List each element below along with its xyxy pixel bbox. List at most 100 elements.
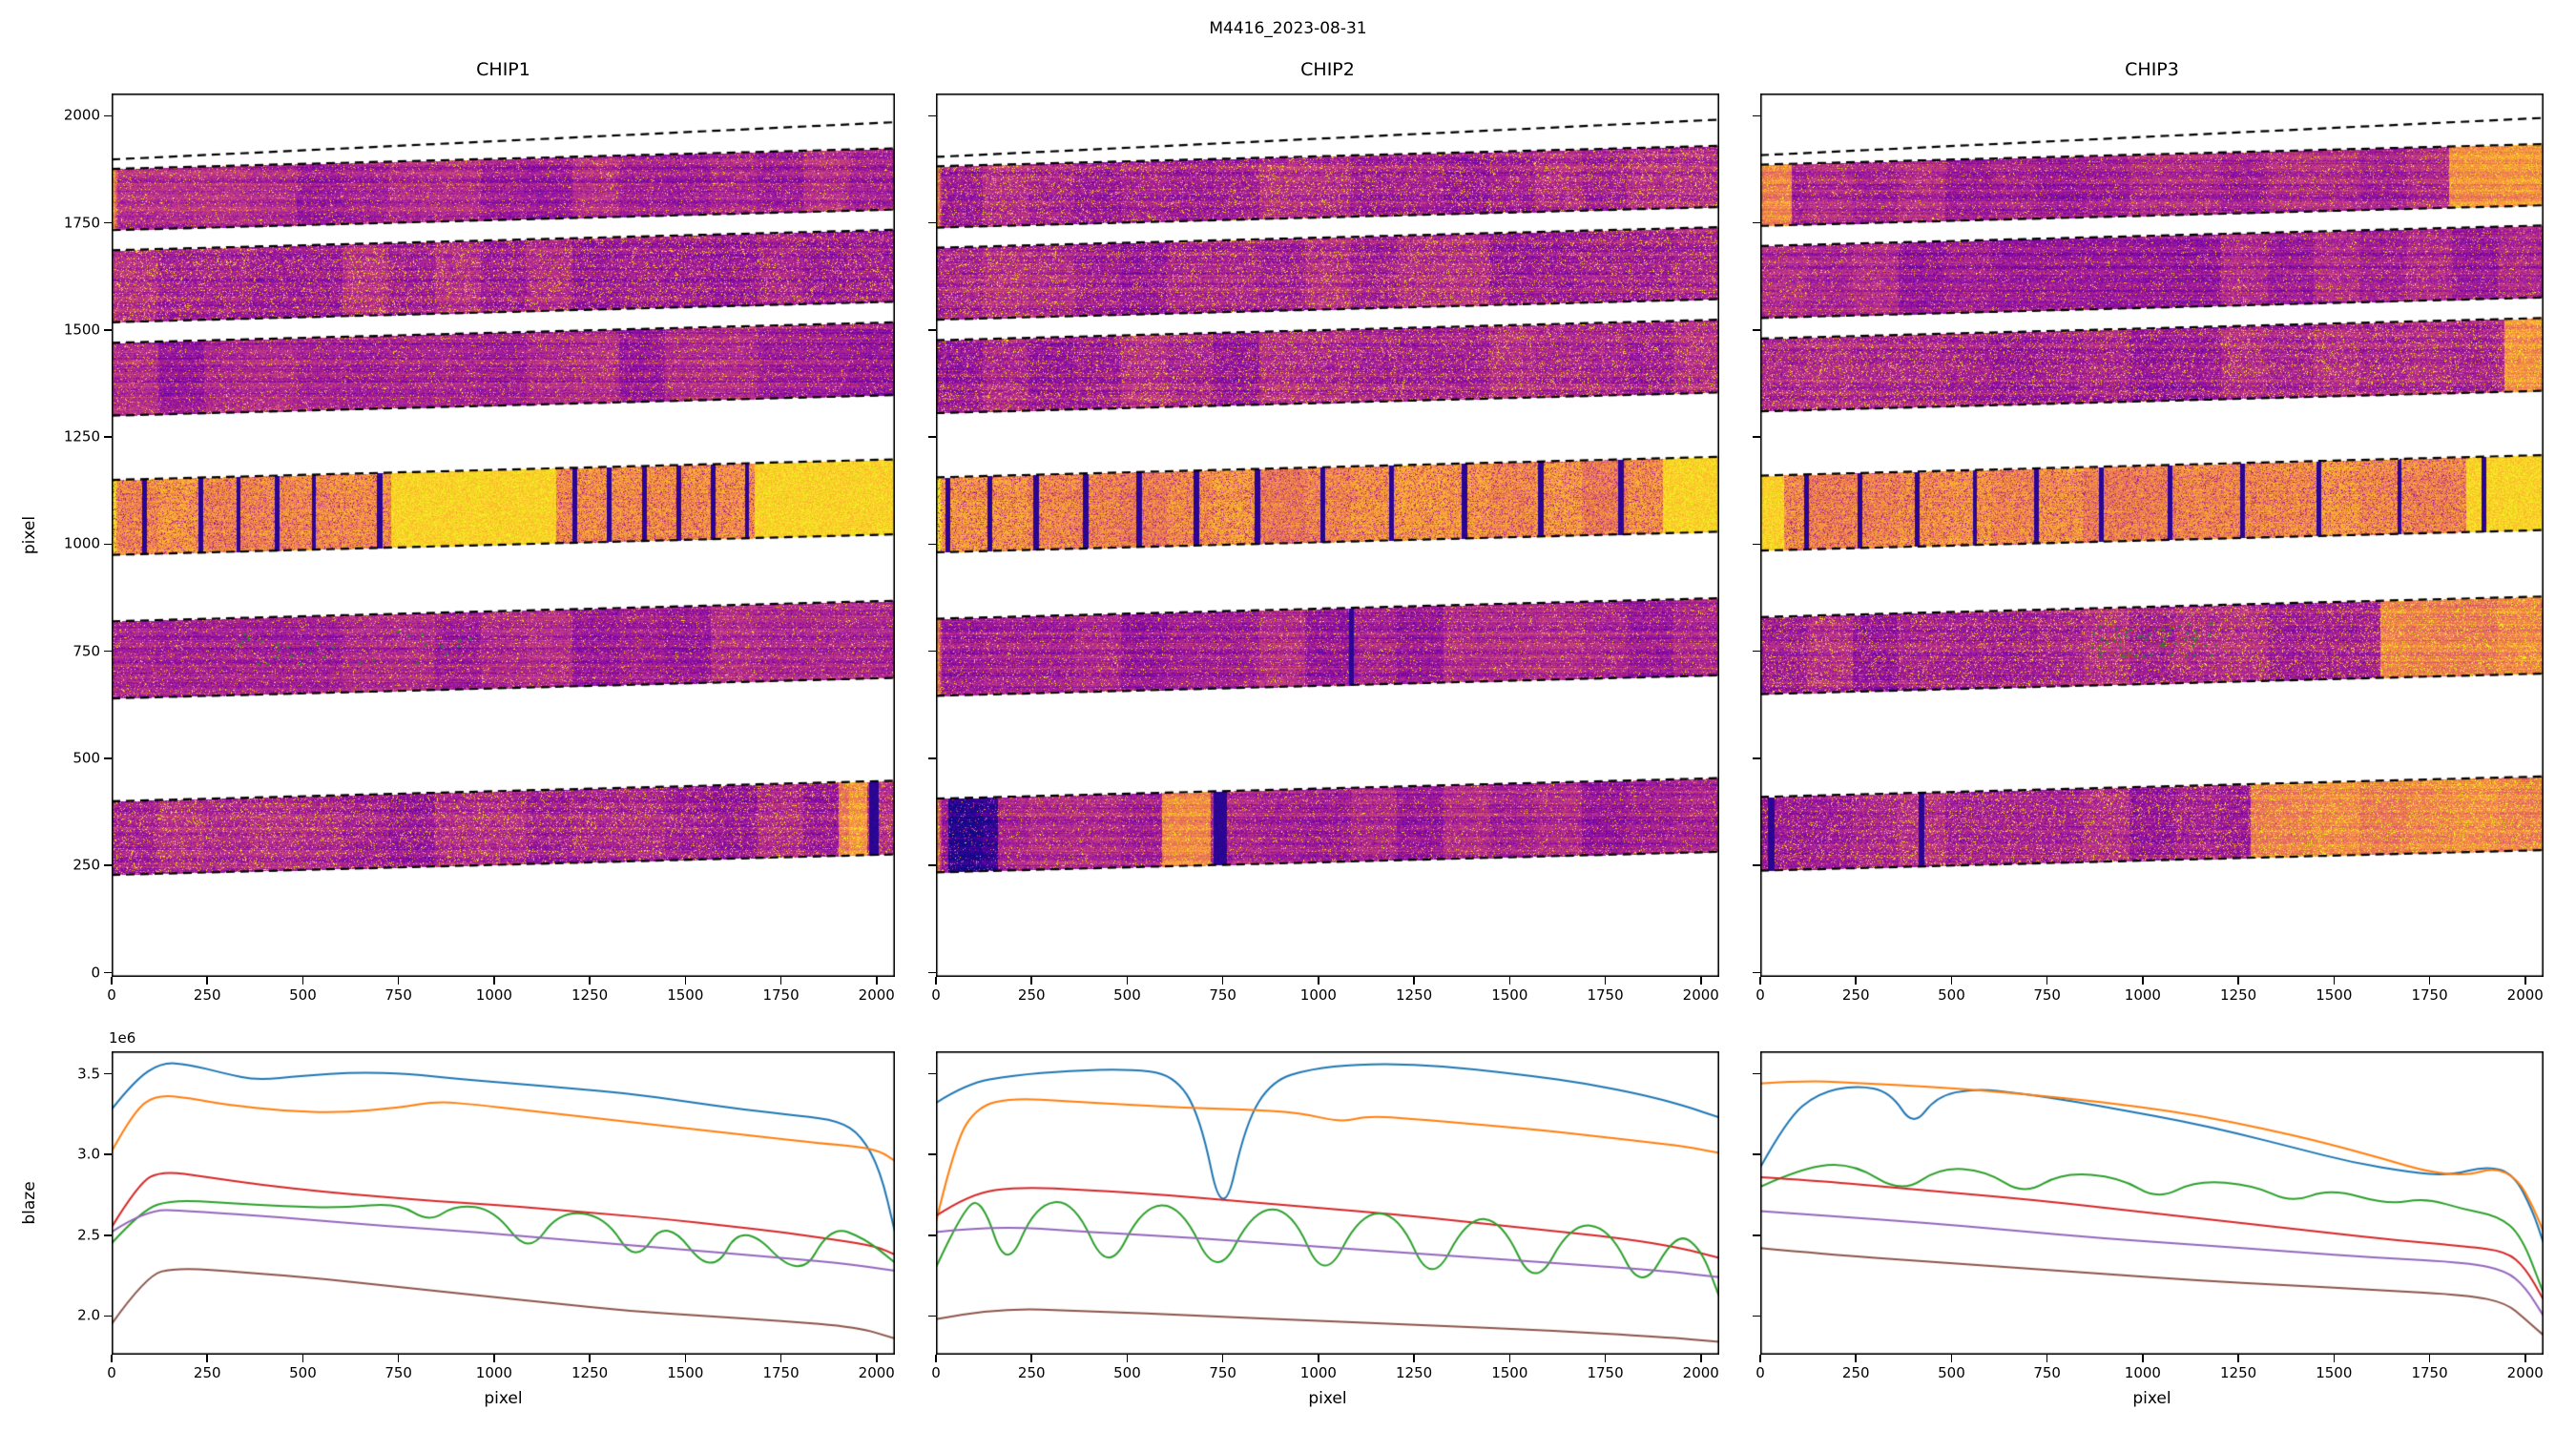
x-tick bbox=[493, 977, 495, 985]
y-tick-label: 2000 bbox=[63, 106, 100, 124]
y-tick bbox=[104, 543, 112, 546]
x-tick bbox=[684, 1355, 687, 1362]
chip3-blaze-panel: 0 250 500 750 1000 1250 1500 1750 2000 pixel bbox=[1753, 1051, 2544, 1408]
x-tick-label: 2000 bbox=[2506, 1364, 2544, 1381]
x-tick bbox=[1318, 1355, 1319, 1362]
y-tick bbox=[104, 971, 112, 974]
x-tick-label: 250 bbox=[1017, 986, 1046, 1004]
x-tick bbox=[301, 977, 304, 985]
x-tick bbox=[2428, 1355, 2431, 1362]
x-tick bbox=[1604, 977, 1607, 985]
chip1-blaze-panel-canvas bbox=[112, 1051, 895, 1355]
x-tick-label: 250 bbox=[1841, 1364, 1870, 1381]
chip1-spectral-image-panel: 0 250 500 750 1000 1250 1500 1750 2000 0 250 500 750… bbox=[20, 93, 895, 1003]
y-tick bbox=[928, 971, 936, 974]
x-tick-label: 750 bbox=[1209, 1364, 1236, 1381]
x-tick bbox=[935, 1355, 937, 1362]
x-tick-label: 0 bbox=[1755, 1364, 1765, 1381]
y-tick bbox=[928, 650, 936, 653]
x-tick bbox=[2333, 1355, 2336, 1362]
y-tick bbox=[1753, 1153, 1760, 1156]
y-tick bbox=[928, 436, 936, 438]
x-tick-label: 2000 bbox=[1682, 986, 1719, 1004]
x-tick bbox=[1413, 1355, 1415, 1362]
y-tick bbox=[1753, 1315, 1760, 1317]
x-tick bbox=[1855, 1355, 1857, 1362]
y-tick bbox=[928, 114, 936, 117]
x-tick-label: 1750 bbox=[1587, 986, 1624, 1004]
y-tick bbox=[104, 221, 112, 224]
y-tick bbox=[104, 864, 112, 867]
y-tick-label: 2.5 bbox=[77, 1226, 100, 1244]
y-tick-label: 0 bbox=[91, 964, 100, 981]
y-tick-label: 1000 bbox=[63, 534, 100, 552]
x-tick bbox=[2046, 977, 2048, 985]
chip1-blaze-panel: 0 250 500 750 1000 1250 1500 1750 2000 2.0 2.5 3.0 3… bbox=[20, 1029, 895, 1408]
x-tick-label: 500 bbox=[1938, 1364, 1965, 1381]
figure-title: M4416_2023-08-31 bbox=[1209, 19, 1367, 38]
x-tick-label: 1750 bbox=[762, 986, 800, 1004]
chip2-spectral-image-panel-canvas bbox=[936, 93, 1719, 977]
y-tick bbox=[104, 1234, 112, 1236]
x-tick bbox=[1855, 977, 1857, 985]
x-tick bbox=[1950, 977, 1953, 985]
y-tick bbox=[104, 757, 112, 759]
x-tick-label: 1250 bbox=[1396, 1364, 1433, 1381]
x-tick bbox=[2524, 1355, 2526, 1362]
x-tick-label: 500 bbox=[289, 1364, 317, 1381]
y-tick bbox=[1753, 329, 1760, 331]
x-tick bbox=[397, 977, 400, 985]
x-tick bbox=[779, 977, 782, 985]
y-tick bbox=[928, 1315, 936, 1317]
x-tick bbox=[111, 977, 113, 985]
x-tick-label: 1000 bbox=[475, 986, 512, 1004]
x-tick-label: 1500 bbox=[667, 1364, 704, 1381]
x-tick-label: 500 bbox=[1113, 1364, 1141, 1381]
x-tick-label: 2000 bbox=[1682, 1364, 1719, 1381]
x-tick-label: 1000 bbox=[475, 1364, 512, 1381]
x-tick bbox=[206, 977, 208, 985]
x-tick bbox=[875, 977, 878, 985]
x-tick-label: 1750 bbox=[1587, 1364, 1624, 1381]
x-tick bbox=[493, 1355, 495, 1362]
x-tick-label: 2000 bbox=[858, 1364, 895, 1381]
y-tick bbox=[1753, 114, 1760, 117]
x-tick-label: 250 bbox=[1017, 1364, 1046, 1381]
y-tick bbox=[1753, 650, 1760, 653]
x-tick-label: 250 bbox=[193, 986, 221, 1004]
x-tick bbox=[1759, 1355, 1761, 1362]
x-tick bbox=[2237, 977, 2239, 985]
x-tick-label: 1500 bbox=[667, 986, 704, 1004]
y-tick bbox=[928, 543, 936, 546]
chip3-spectral-image-panel: 0 250 500 750 1000 1250 1500 1750 2000 bbox=[1753, 93, 2544, 1003]
x-tick bbox=[1221, 1355, 1224, 1362]
x-tick-label: 500 bbox=[289, 986, 317, 1004]
x-tick-label: 1000 bbox=[2124, 986, 2161, 1004]
x-tick bbox=[1318, 977, 1319, 985]
y-tick bbox=[928, 864, 936, 867]
x-tick bbox=[2333, 977, 2336, 985]
x-tick bbox=[1126, 977, 1129, 985]
x-tick-label: 1500 bbox=[1491, 1364, 1528, 1381]
x-axis-label: pixel bbox=[2132, 1389, 2171, 1408]
x-tick bbox=[206, 1355, 208, 1362]
y-tick bbox=[104, 1315, 112, 1317]
x-tick-label: 1750 bbox=[2411, 986, 2448, 1004]
y-axis-label: pixel bbox=[20, 515, 39, 555]
chip3-spectral-image-panel-canvas bbox=[1760, 93, 2544, 977]
x-tick-label: 1250 bbox=[2220, 986, 2257, 1004]
x-tick bbox=[1950, 1355, 1953, 1362]
x-tick bbox=[779, 1355, 782, 1362]
x-tick bbox=[1413, 977, 1415, 985]
x-tick-label: 1250 bbox=[1396, 986, 1433, 1004]
y-tick-label: 1500 bbox=[63, 321, 100, 339]
x-tick-label: 0 bbox=[1755, 986, 1765, 1004]
x-tick bbox=[301, 1355, 304, 1362]
x-tick-label: 1750 bbox=[2411, 1364, 2448, 1381]
y-tick bbox=[1753, 864, 1760, 867]
x-tick bbox=[2428, 977, 2431, 985]
y-tick-label: 3.5 bbox=[77, 1065, 100, 1083]
chip1-spectral-image-panel-canvas bbox=[112, 93, 895, 977]
x-tick bbox=[935, 977, 937, 985]
x-tick-label: 1750 bbox=[762, 1364, 800, 1381]
